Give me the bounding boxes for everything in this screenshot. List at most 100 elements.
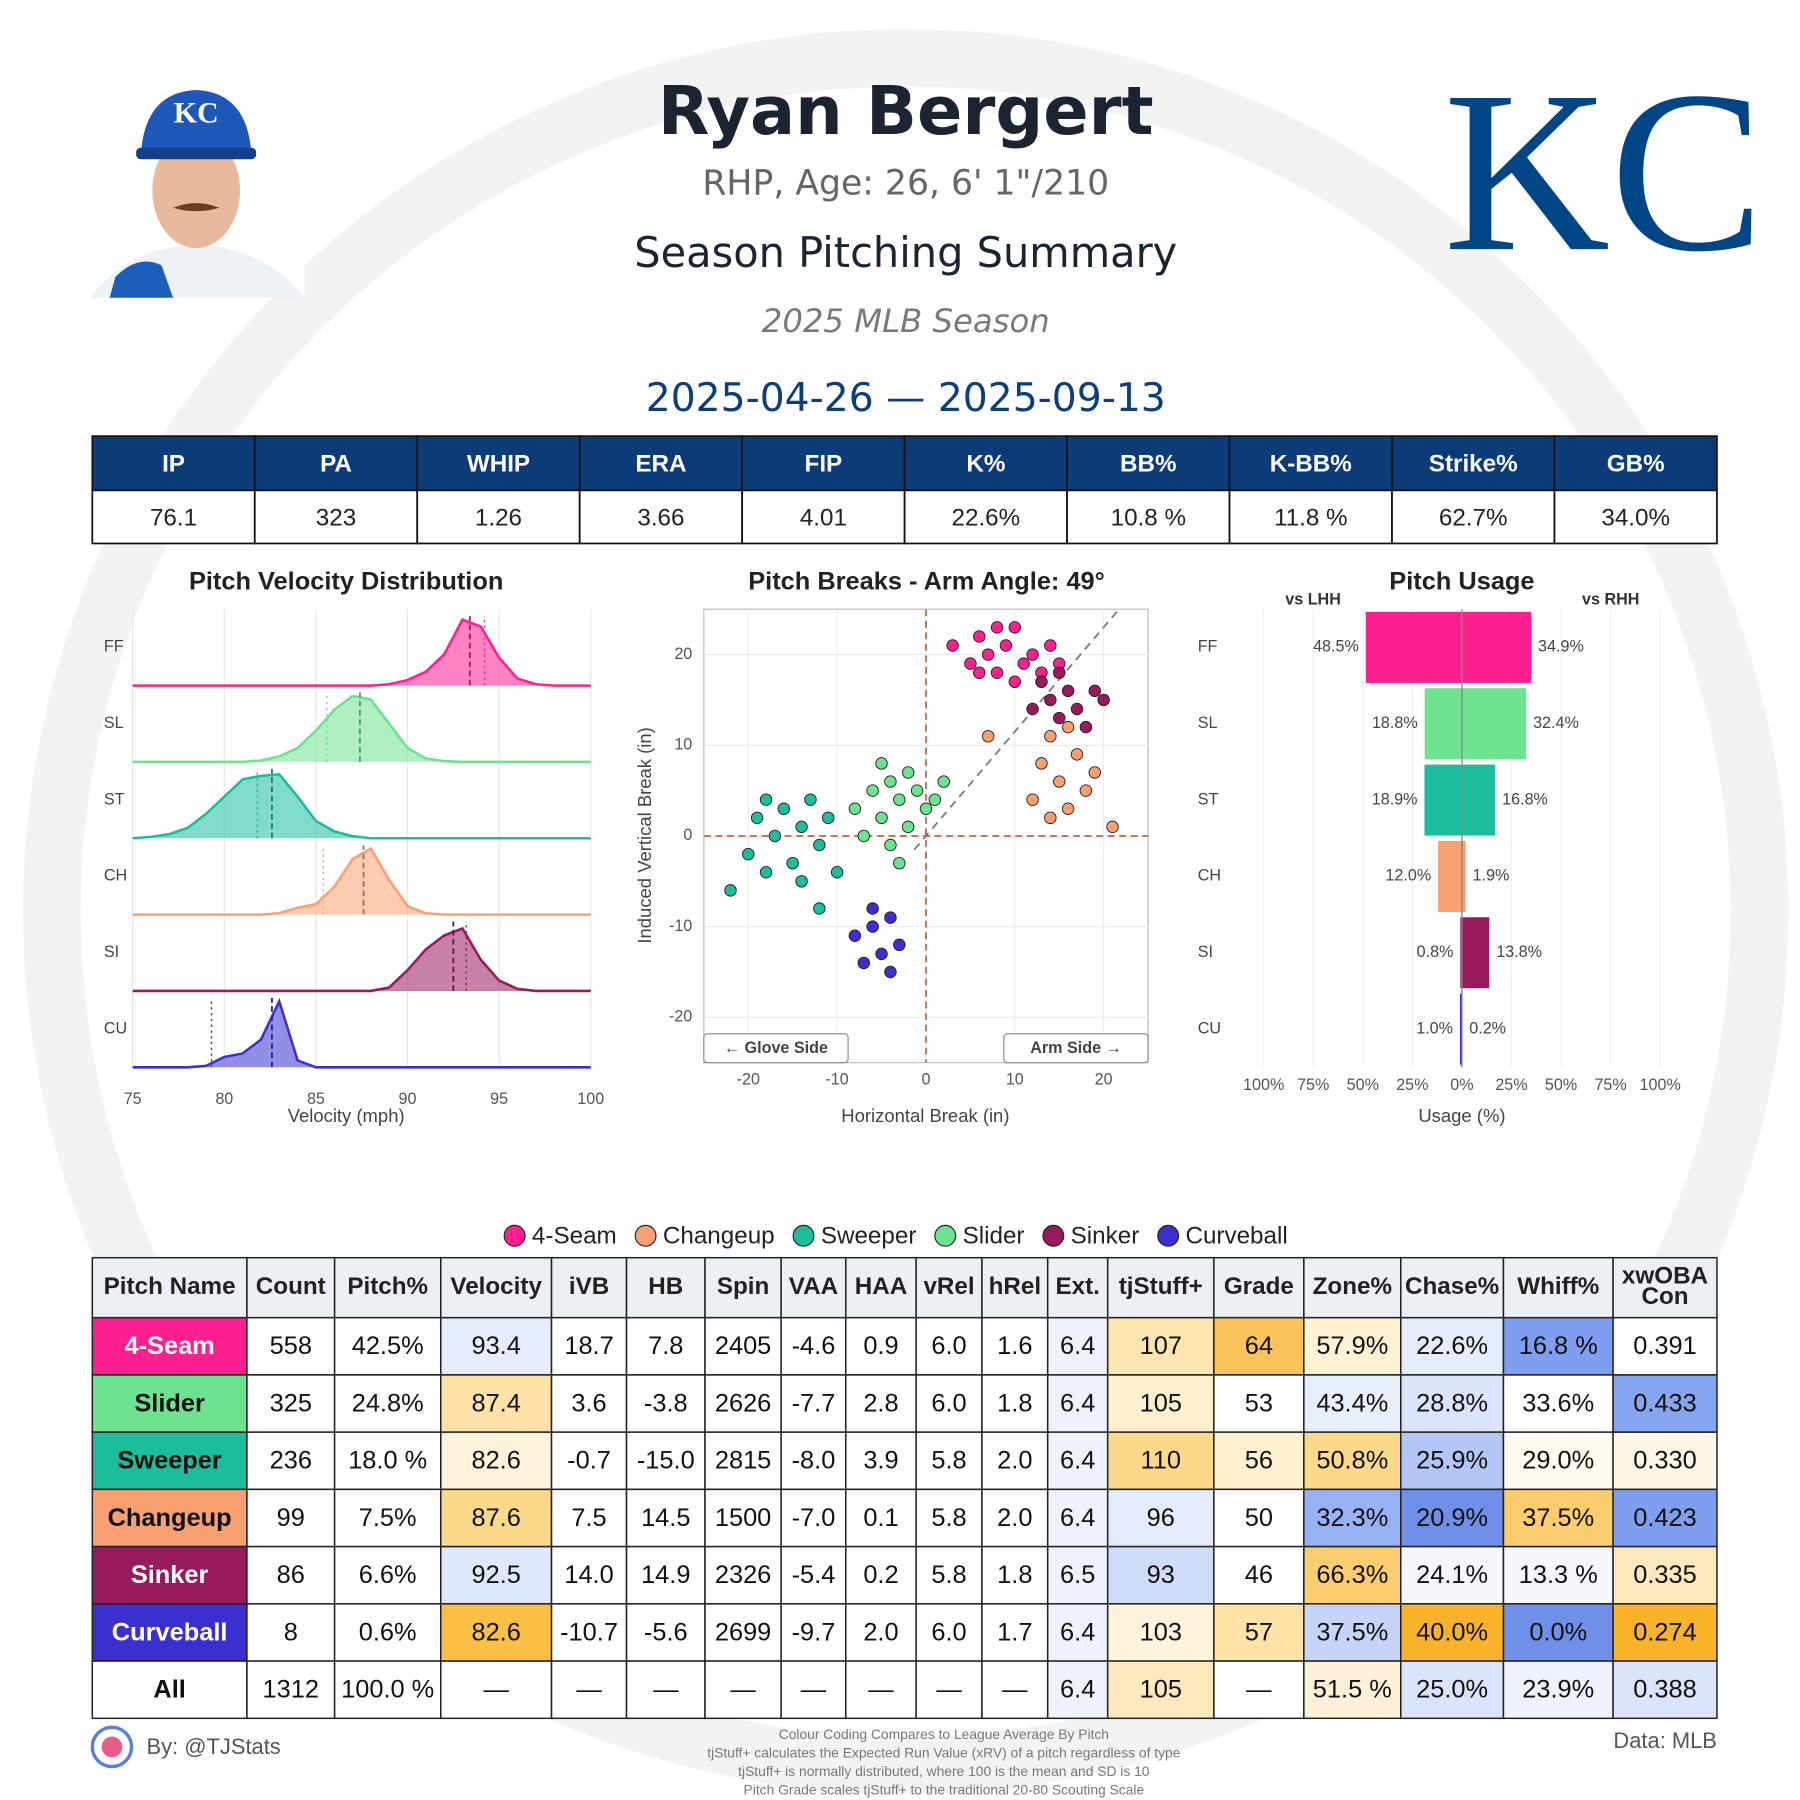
pitch-point bbox=[1044, 693, 1057, 707]
series-label: vs LHH bbox=[1285, 590, 1341, 608]
row-label: ST bbox=[104, 790, 125, 808]
stat-header: IP bbox=[162, 450, 185, 477]
table-value: 33.6% bbox=[1522, 1389, 1594, 1417]
stat-header: K-BB% bbox=[1270, 450, 1352, 477]
pitch-point bbox=[830, 866, 844, 879]
series-label: vs RHH bbox=[1582, 590, 1639, 608]
pitch-point bbox=[786, 856, 799, 870]
table-header-cell bbox=[704, 1256, 782, 1319]
table-cell bbox=[333, 1545, 442, 1605]
x-tick-label: 50% bbox=[1347, 1076, 1379, 1094]
table-value: 23.9% bbox=[1522, 1676, 1594, 1704]
table-value: 103 bbox=[1140, 1618, 1182, 1646]
pitch-point bbox=[1061, 684, 1075, 698]
table-value: 6.4 bbox=[1060, 1618, 1095, 1646]
usage-bar bbox=[1438, 840, 1462, 912]
table-header: Zone% bbox=[1313, 1273, 1392, 1300]
pitch-point bbox=[919, 802, 933, 815]
x-tick-label: 0% bbox=[1450, 1076, 1473, 1094]
pitch-point bbox=[1008, 675, 1022, 689]
table-cell bbox=[780, 1316, 847, 1376]
pitch-point bbox=[990, 666, 1004, 679]
pitch-point bbox=[964, 657, 977, 670]
value-label: 0.8% bbox=[1417, 943, 1454, 961]
table-header-cell bbox=[780, 1256, 847, 1319]
table-cell bbox=[625, 1316, 706, 1376]
pitch-point bbox=[1079, 784, 1093, 797]
pitch-point bbox=[1044, 729, 1057, 743]
row-label: SL bbox=[104, 714, 124, 732]
table-value: 93.4 bbox=[471, 1332, 520, 1360]
table-cell bbox=[1400, 1603, 1505, 1662]
table-value: 6.0 bbox=[931, 1332, 966, 1360]
table-cell bbox=[1400, 1660, 1505, 1720]
table-cell bbox=[1046, 1431, 1109, 1491]
pitch-point bbox=[981, 729, 995, 743]
pitch-point bbox=[946, 639, 959, 652]
table-value: 0.6% bbox=[359, 1618, 417, 1646]
footnote: tjStuff+ calculates the Expected Run Val… bbox=[707, 1745, 1180, 1761]
footnote: Colour Coding Compares to League Average… bbox=[779, 1726, 1109, 1742]
table-cell bbox=[550, 1545, 628, 1605]
table-value: 99 bbox=[277, 1504, 305, 1532]
table-value: 82.6 bbox=[471, 1618, 520, 1646]
table-value: 20.9% bbox=[1416, 1504, 1488, 1532]
table-value: 24.8% bbox=[352, 1389, 424, 1417]
table-header-cell bbox=[1213, 1256, 1305, 1319]
x-tick-label: 100 bbox=[577, 1090, 604, 1108]
table-cell bbox=[333, 1603, 442, 1662]
pitch-point bbox=[821, 811, 835, 825]
stat-header-cell bbox=[903, 435, 1068, 492]
x-axis-label: Horizontal Break (in) bbox=[841, 1105, 1009, 1126]
table-value: -8.0 bbox=[792, 1447, 836, 1475]
stat-value-cell bbox=[903, 489, 1068, 545]
density-fill bbox=[132, 774, 591, 839]
stat-value: 1.26 bbox=[475, 505, 522, 532]
table-cell bbox=[550, 1431, 628, 1491]
annotation-box bbox=[703, 1033, 849, 1064]
table-header: xwOBA Con bbox=[1622, 1263, 1708, 1311]
pitch-name: Curveball bbox=[112, 1618, 228, 1646]
pitch-point bbox=[1070, 748, 1084, 761]
table-value: 14.9 bbox=[641, 1561, 690, 1589]
table-value: 2.0 bbox=[863, 1618, 898, 1646]
table-value: 0.0% bbox=[1529, 1618, 1587, 1646]
row-label: SI bbox=[104, 943, 119, 961]
table-cell bbox=[625, 1603, 706, 1662]
table-cell bbox=[845, 1660, 917, 1720]
density-fill bbox=[132, 696, 591, 762]
annotation-box bbox=[1003, 1033, 1149, 1064]
pitch-point bbox=[1097, 693, 1110, 707]
legend-label: Changeup bbox=[663, 1222, 775, 1249]
table-value: 1.8 bbox=[997, 1561, 1032, 1589]
pitch-point bbox=[857, 829, 870, 843]
table-value: — bbox=[730, 1676, 756, 1704]
pitch-point bbox=[884, 838, 897, 852]
table-cell bbox=[1400, 1316, 1505, 1376]
table-value: 57 bbox=[1245, 1618, 1273, 1646]
stat-value: 62.7% bbox=[1439, 505, 1508, 532]
row-label: CH bbox=[104, 867, 127, 885]
pitch-point bbox=[759, 866, 773, 879]
table-cell bbox=[845, 1603, 917, 1662]
table-cell bbox=[333, 1488, 442, 1548]
table-cell bbox=[1502, 1488, 1614, 1548]
pitch-point bbox=[973, 666, 986, 679]
stat-header: BB% bbox=[1120, 450, 1177, 477]
table-value: — bbox=[576, 1676, 602, 1704]
table-value: -9.7 bbox=[792, 1618, 836, 1646]
table-value: 1.8 bbox=[997, 1389, 1032, 1417]
stat-value-cell bbox=[416, 489, 581, 545]
pitch-point bbox=[813, 902, 826, 915]
table-cell bbox=[704, 1431, 782, 1491]
usage-bar bbox=[1461, 840, 1466, 912]
table-cell bbox=[845, 1431, 917, 1491]
table-value: 6.4 bbox=[1060, 1676, 1095, 1704]
x-tick-label: 85 bbox=[307, 1090, 325, 1108]
pitch-point bbox=[937, 775, 950, 788]
density-fill bbox=[132, 848, 591, 915]
table-value: 50.8% bbox=[1316, 1447, 1388, 1475]
pitch-point bbox=[866, 784, 879, 797]
pitch-point bbox=[1026, 648, 1039, 661]
table-cell bbox=[91, 1660, 248, 1720]
